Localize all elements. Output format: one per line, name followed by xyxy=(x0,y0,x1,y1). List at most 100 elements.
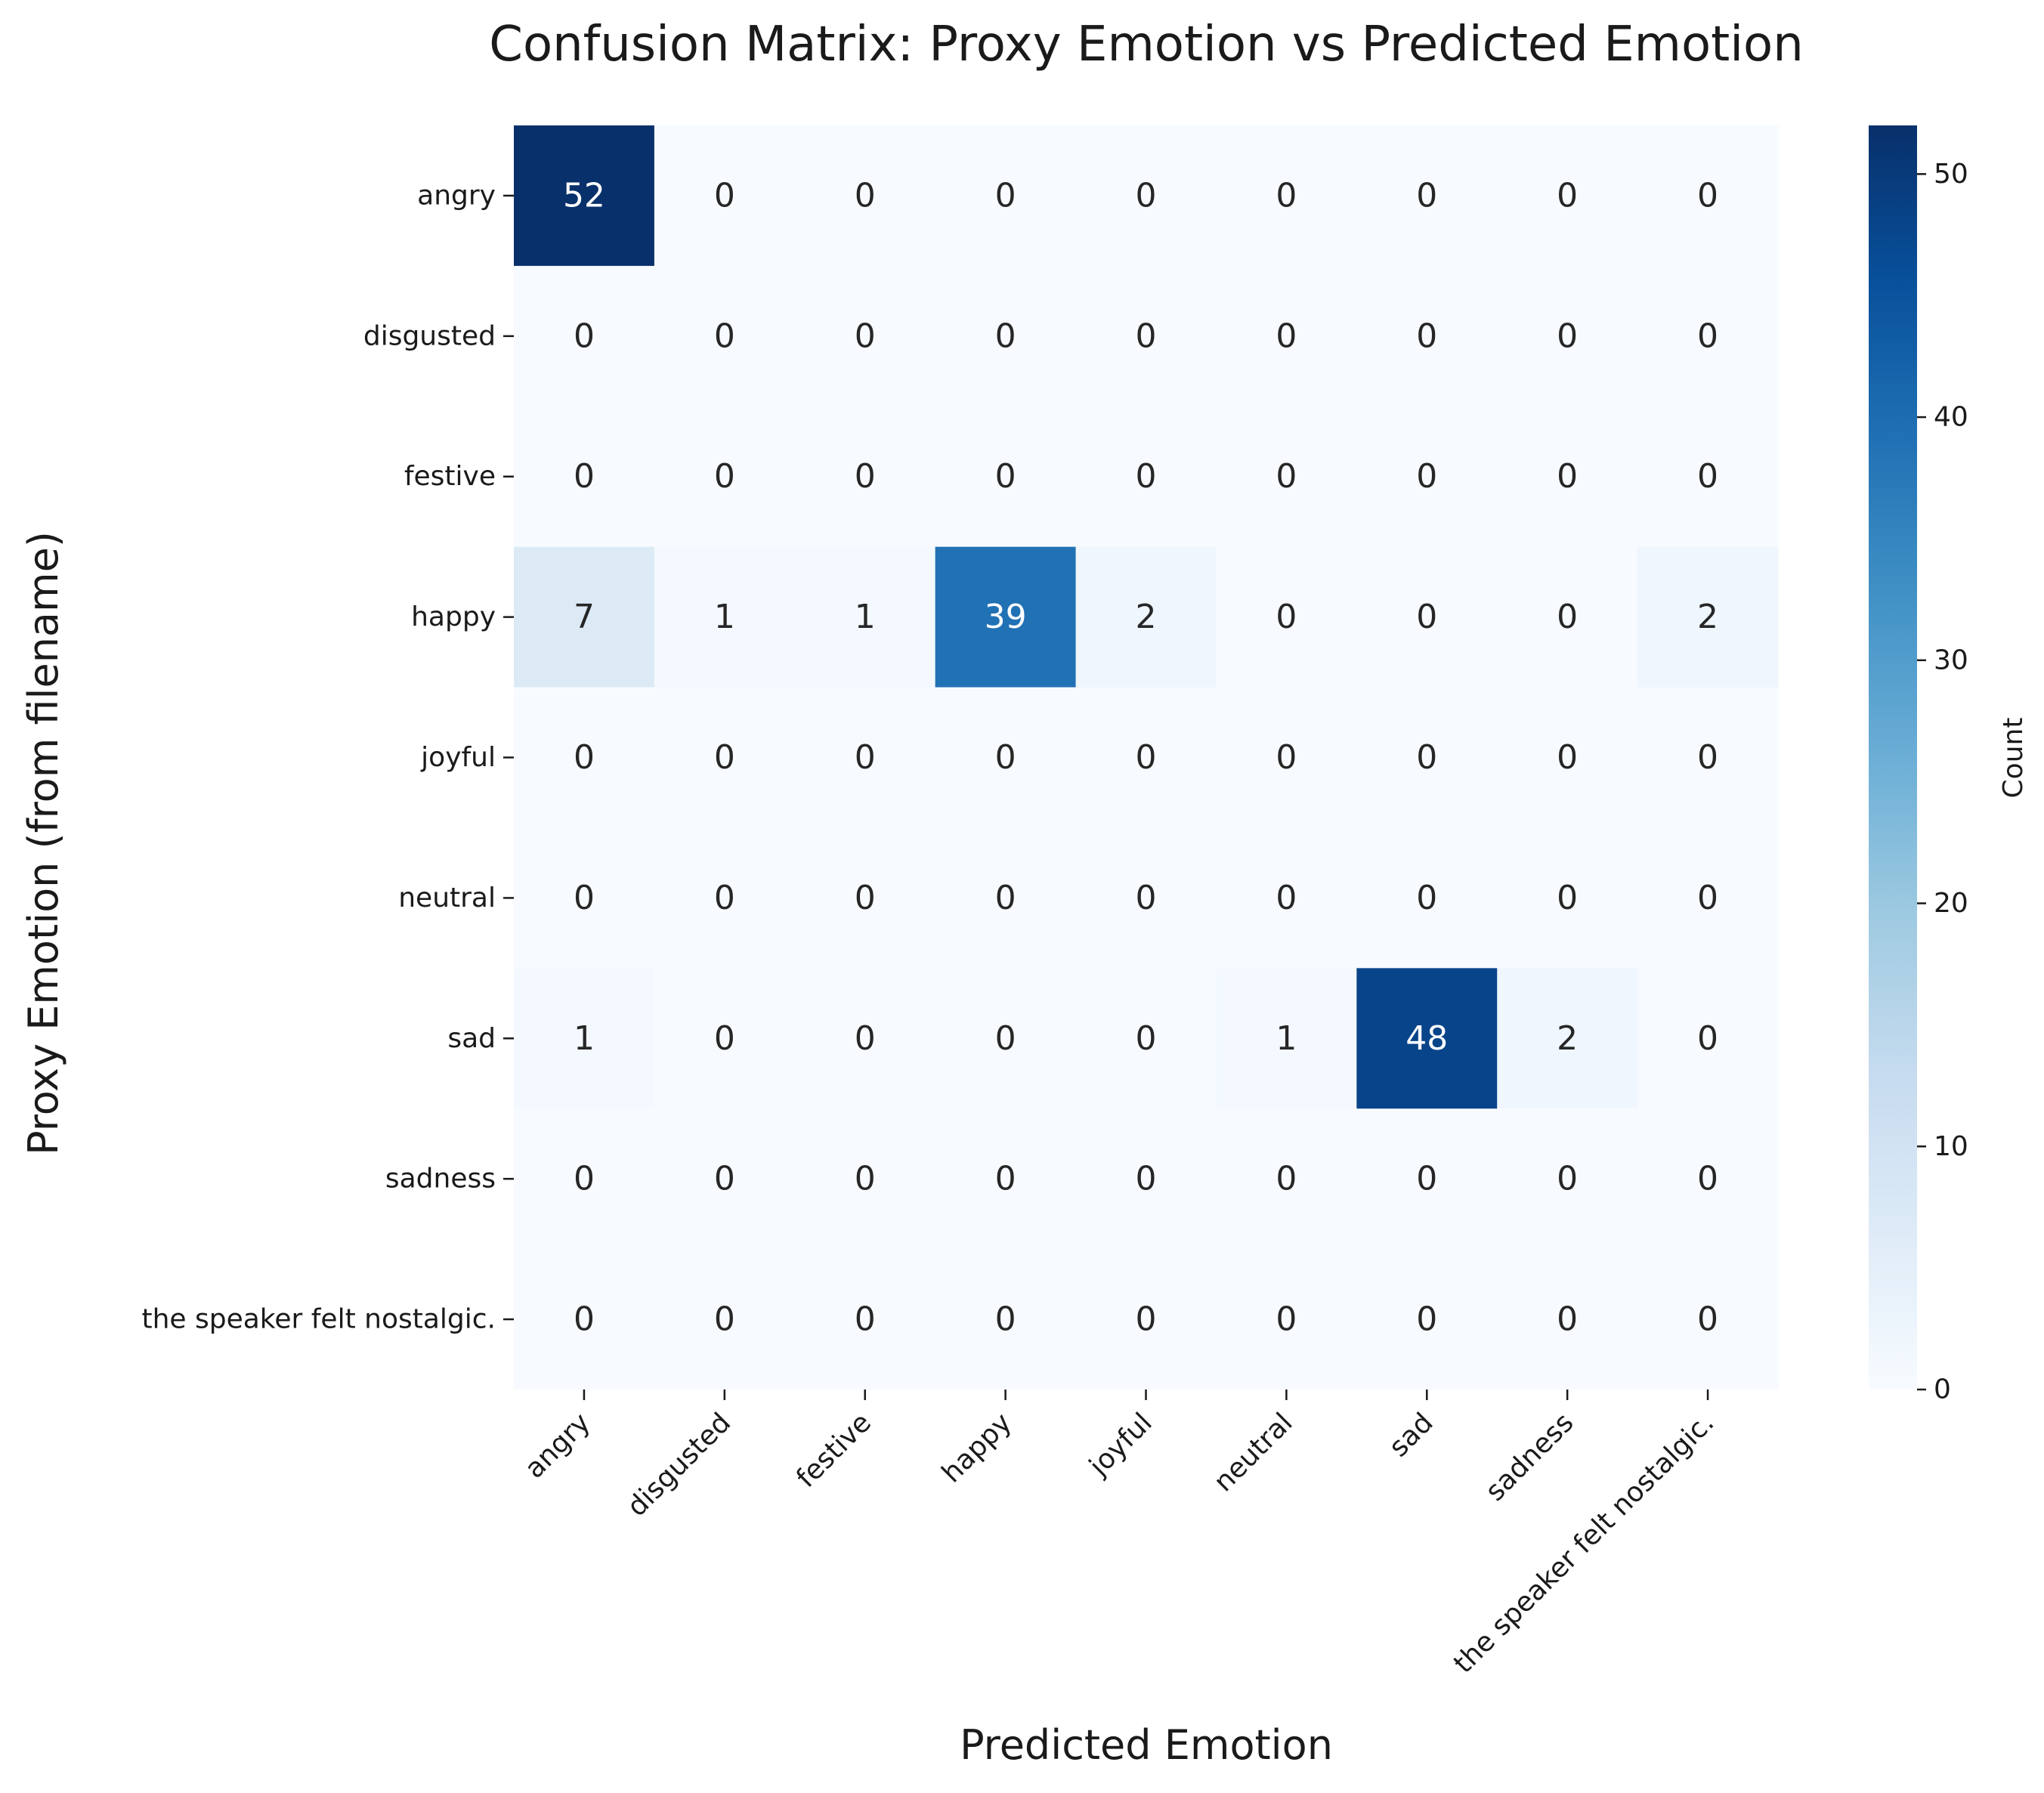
heatmap-cell xyxy=(1637,1249,1779,1390)
cell-value-label: 2 xyxy=(1557,1019,1578,1058)
heatmap-cell xyxy=(935,1249,1077,1390)
heatmap-cell xyxy=(1637,546,1779,688)
colorbar-tick-label: 40 xyxy=(1934,402,1968,433)
colorbar-label: Count xyxy=(1998,718,2029,799)
heatmap-cell xyxy=(1075,1108,1217,1250)
heatmap-cell xyxy=(935,546,1077,688)
cell-value-label: 0 xyxy=(1416,598,1437,636)
y-tick-label: angry xyxy=(417,180,496,211)
x-tick-label: joyful xyxy=(1083,1407,1158,1482)
heatmap-cell xyxy=(654,1249,796,1390)
cell-value-label: 0 xyxy=(574,1160,595,1198)
heatmap-cell xyxy=(514,265,655,407)
heatmap-cell xyxy=(935,265,1077,407)
heatmap-cell xyxy=(1216,406,1357,548)
cell-value-label: 0 xyxy=(855,317,876,355)
cell-value-label: 0 xyxy=(1136,738,1157,777)
heatmap-cell xyxy=(514,687,655,828)
heatmap-cell xyxy=(514,406,655,548)
cell-value-label: 0 xyxy=(714,317,735,355)
heatmap-cell xyxy=(1075,125,1217,267)
cell-value-label: 0 xyxy=(1416,1160,1437,1198)
heatmap-cell xyxy=(1497,1249,1638,1390)
heatmap-cell xyxy=(1216,968,1357,1109)
chart-title: Confusion Matrix: Proxy Emotion vs Predi… xyxy=(489,17,1804,73)
cell-value-label: 0 xyxy=(574,738,595,777)
cell-value-label: 0 xyxy=(1697,738,1718,777)
heatmap-cell xyxy=(654,1108,796,1250)
cell-value-label: 2 xyxy=(1697,598,1718,636)
cell-value-label: 0 xyxy=(1276,1160,1297,1198)
cell-value-label: 0 xyxy=(1557,1300,1578,1339)
cell-value-label: 0 xyxy=(1276,176,1297,215)
cell-value-label: 48 xyxy=(1405,1019,1448,1058)
x-tick-label: disgusted xyxy=(621,1407,737,1523)
cell-value-label: 0 xyxy=(1276,598,1297,636)
heatmap-cell xyxy=(794,265,936,407)
cell-value-label: 7 xyxy=(574,598,595,636)
cell-value-label: 0 xyxy=(1557,1160,1578,1198)
heatmap-cell xyxy=(1216,827,1357,969)
heatmap-cell xyxy=(1356,687,1498,828)
y-axis: angry disgusted festive happy joyful neutral s… xyxy=(141,180,514,1335)
cell-value-label: 0 xyxy=(1136,176,1157,215)
heatmap-cell xyxy=(1637,265,1779,407)
cell-value-label: 0 xyxy=(1416,738,1437,777)
cell-value-label: 0 xyxy=(574,879,595,917)
cell-value-label: 0 xyxy=(1276,1300,1297,1339)
cell-value-label: 0 xyxy=(714,457,735,496)
heatmap-cell xyxy=(1075,827,1217,969)
heatmap-cell xyxy=(794,125,936,267)
heatmap-cell xyxy=(1637,827,1779,969)
cell-value-label: 0 xyxy=(855,457,876,496)
heatmap-cell xyxy=(1637,125,1779,267)
cell-value-label: 0 xyxy=(855,879,876,917)
cell-value-label: 0 xyxy=(855,1300,876,1339)
cell-value-label: 0 xyxy=(995,317,1016,355)
heatmap-cell xyxy=(1356,1108,1498,1250)
heatmap-cell xyxy=(654,125,796,267)
cell-value-label: 0 xyxy=(714,1019,735,1058)
cell-value-label: 1 xyxy=(714,598,735,636)
heatmap-cell xyxy=(1216,125,1357,267)
heatmap-cell xyxy=(1075,968,1217,1109)
cell-value-label: 0 xyxy=(1276,317,1297,355)
heatmap-cell xyxy=(1356,968,1498,1109)
cell-value-label: 0 xyxy=(1557,457,1578,496)
cell-value-label: 0 xyxy=(714,1160,735,1198)
cell-value-label: 0 xyxy=(1697,1160,1718,1198)
heatmap-cell xyxy=(1356,125,1498,267)
cell-value-label: 0 xyxy=(1136,317,1157,355)
cell-value-label: 0 xyxy=(574,1300,595,1339)
y-tick-label: sad xyxy=(447,1023,496,1054)
cell-value-label: 0 xyxy=(1557,738,1578,777)
cell-value-label: 0 xyxy=(1136,1019,1157,1058)
heatmap-cell xyxy=(794,827,936,969)
heatmap-cell xyxy=(1216,687,1357,828)
heatmap-cell xyxy=(1356,406,1498,548)
x-axis-label: Predicted Emotion xyxy=(960,1721,1333,1769)
colorbar-tick-label: 10 xyxy=(1934,1131,1968,1162)
cell-value-label: 0 xyxy=(1697,879,1718,917)
cell-value-label: 52 xyxy=(563,176,605,215)
heatmap-cells xyxy=(514,125,1779,1390)
cell-value-label: 0 xyxy=(1136,1160,1157,1198)
heatmap-cell xyxy=(654,687,796,828)
cell-value-label: 0 xyxy=(995,738,1016,777)
cell-value-label: 1 xyxy=(574,1019,595,1058)
heatmap-cell xyxy=(794,1249,936,1390)
cell-value-label: 0 xyxy=(855,1160,876,1198)
heatmap-cell xyxy=(1356,1249,1498,1390)
cell-value-label: 0 xyxy=(1136,1300,1157,1339)
heatmap-cell xyxy=(1497,546,1638,688)
heatmap-cell xyxy=(1075,687,1217,828)
heatmap-cell xyxy=(1075,546,1217,688)
cell-value-label: 0 xyxy=(1416,457,1437,496)
cell-value-label: 0 xyxy=(1416,1300,1437,1339)
heatmap-cell xyxy=(654,546,796,688)
heatmap-cell xyxy=(935,968,1077,1109)
cell-value-label: 0 xyxy=(714,1300,735,1339)
cell-value-label: 0 xyxy=(574,317,595,355)
cell-value-label: 0 xyxy=(1697,1019,1718,1058)
heatmap-cell xyxy=(935,125,1077,267)
